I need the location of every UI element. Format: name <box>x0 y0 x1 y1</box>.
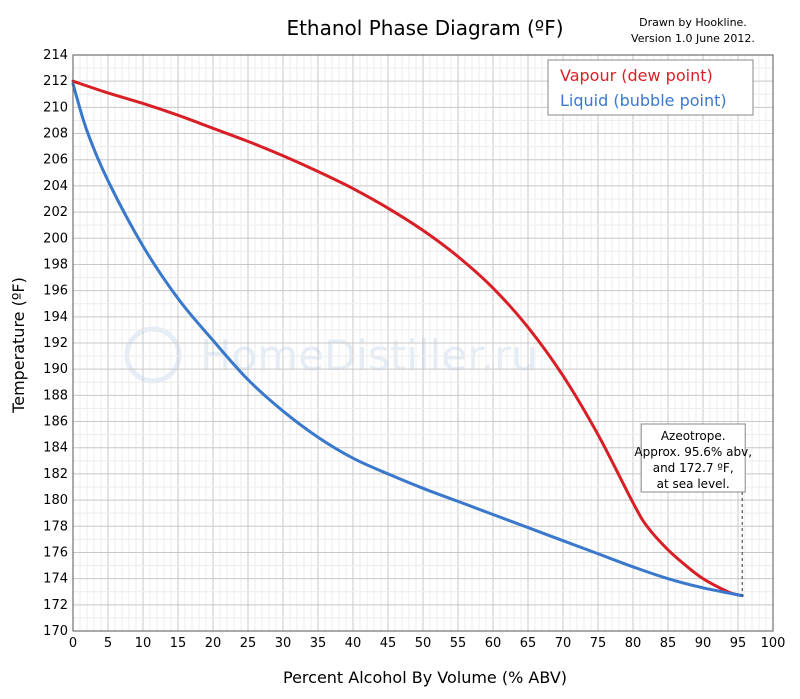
y-axis-label: Temperature (ºF) <box>9 277 28 414</box>
y-tick-label: 186 <box>43 415 68 430</box>
y-tick-label: 180 <box>43 493 68 508</box>
grid <box>72 54 774 632</box>
y-tick-label: 182 <box>43 467 68 482</box>
x-tick-label: 55 <box>450 636 467 651</box>
y-tick-label: 200 <box>43 231 68 246</box>
vapour-dew-point-line <box>71 79 744 598</box>
x-tick-label: 90 <box>695 636 712 651</box>
x-tick-label: 75 <box>590 636 607 651</box>
plot-frame <box>72 54 774 632</box>
legend-item-vapour: Vapour (dew point) <box>560 66 713 85</box>
y-tick-label: 178 <box>43 519 68 534</box>
axes: 0 5 10 15 20 25 30 35 40 45 50 55 60 65 70 75 80 85 90 95 10… <box>43 48 785 651</box>
azeotrope-annotation: Azeotrope. Approx. 95.6% abv, and 172.7 ºF… <box>634 423 752 596</box>
y-tick-label: 196 <box>43 284 68 299</box>
legend-box <box>547 59 754 116</box>
x-tick-label: 30 <box>275 636 292 651</box>
x-tick-label: 50 <box>415 636 432 651</box>
y-tick-label: 190 <box>43 362 68 377</box>
legend: Vapour (dew point) Liquid (bubble point) <box>547 59 754 116</box>
series-lines <box>71 79 744 598</box>
watermark: HomeDistiller.ru <box>124 326 538 384</box>
x-axis-label: Percent Alcohol By Volume (% ABV) <box>283 668 567 687</box>
y-tick-label: 204 <box>43 179 68 194</box>
azeotrope-note-line: and 172.7 ºF, <box>653 461 734 475</box>
x-tick-label: 80 <box>625 636 642 651</box>
y-tick-label: 194 <box>43 310 68 325</box>
azeotrope-note-line: at sea level. <box>657 477 730 491</box>
x-tick-label: 35 <box>310 636 327 651</box>
liquid-bubble-point-line <box>71 82 744 598</box>
x-tick-label: 60 <box>485 636 502 651</box>
x-tick-label: 25 <box>240 636 257 651</box>
x-tick-label: 10 <box>135 636 152 651</box>
y-tick-label: 202 <box>43 205 68 220</box>
y-tick-label: 208 <box>43 127 68 142</box>
y-tick-label: 174 <box>43 572 68 587</box>
y-tick-label: 170 <box>43 624 68 639</box>
x-tick-label: 45 <box>380 636 397 651</box>
x-tick-label: 5 <box>104 636 112 651</box>
y-tick-label: 192 <box>43 336 68 351</box>
azeotrope-note-line: Approx. 95.6% abv, <box>634 445 752 459</box>
x-tick-label: 20 <box>205 636 222 651</box>
y-tick-label: 172 <box>43 598 68 613</box>
y-tick-label: 198 <box>43 257 68 272</box>
x-tick-label: 70 <box>555 636 572 651</box>
y-tick-label: 210 <box>43 100 68 115</box>
x-tick-label: 15 <box>170 636 187 651</box>
x-tick-label: 85 <box>660 636 677 651</box>
credit-line-2: Version 1.0 June 2012. <box>631 32 755 45</box>
x-tick-label: 0 <box>69 636 77 651</box>
y-tick-label: 176 <box>43 545 68 560</box>
y-tick-label: 206 <box>43 153 68 168</box>
azeotrope-note-box <box>640 423 746 493</box>
watermark-text: HomeDistiller.ru <box>200 331 538 380</box>
x-tick-label: 40 <box>345 636 362 651</box>
y-tick-label: 214 <box>43 48 68 63</box>
x-tick-label: 100 <box>761 636 786 651</box>
credit-line-1: Drawn by Hookline. <box>639 16 747 29</box>
legend-item-liquid: Liquid (bubble point) <box>560 91 727 110</box>
watermark-drop-icon <box>124 326 182 384</box>
x-tick-label: 65 <box>520 636 537 651</box>
azeotrope-note-line: Azeotrope. <box>661 429 726 443</box>
x-tick-label: 95 <box>730 636 747 651</box>
y-tick-label: 188 <box>43 388 68 403</box>
y-tick-label: 184 <box>43 441 68 456</box>
y-tick-label: 212 <box>43 74 68 89</box>
chart-title: Ethanol Phase Diagram (ºF) <box>286 16 563 40</box>
